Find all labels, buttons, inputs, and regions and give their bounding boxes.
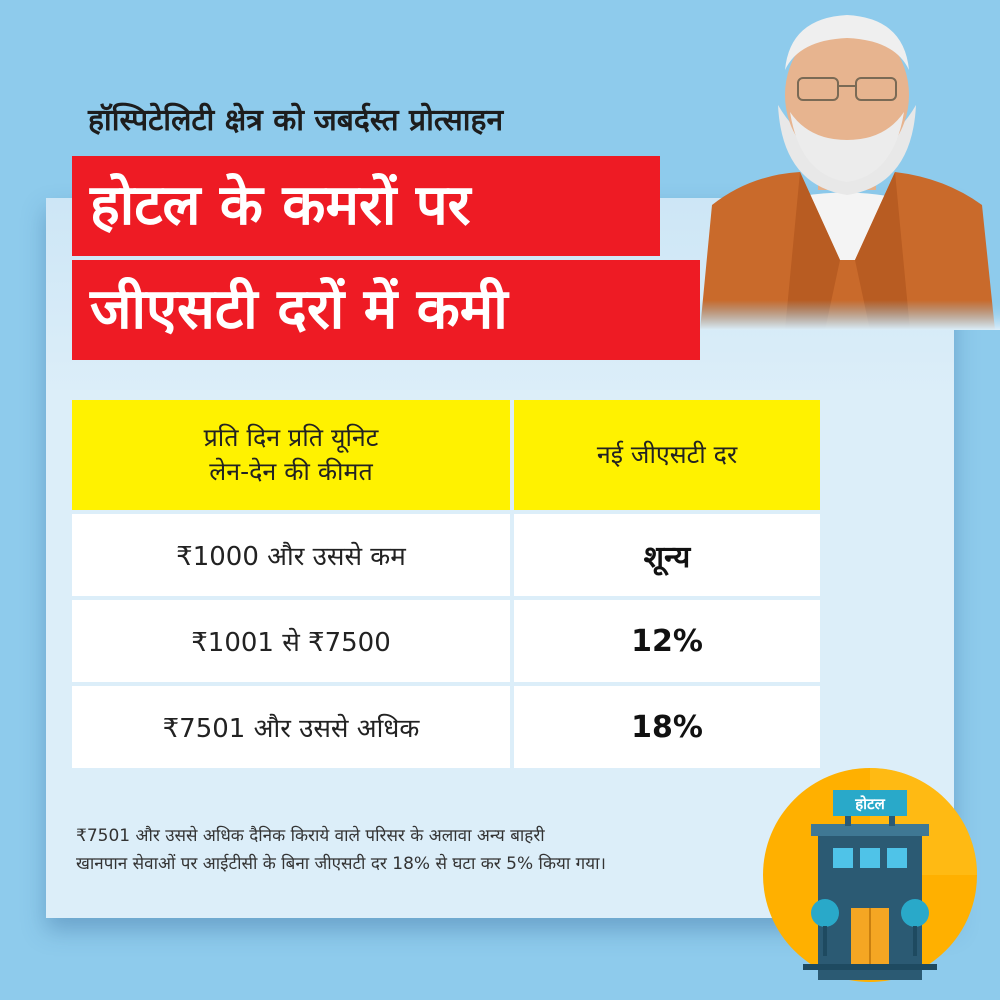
row-price: ₹1000 और उससे कम	[72, 514, 510, 596]
hotel-sign-text: होटल	[854, 795, 885, 813]
row-price: ₹7501 और उससे अधिक	[72, 686, 510, 768]
table-row: ₹1001 से ₹7500 12%	[72, 600, 820, 682]
footnote-line-2: खानपान सेवाओं पर आईटीसी के बिना जीएसटी द…	[76, 854, 606, 874]
subtitle: हॉस्पिटेलिटी क्षेत्र को जबर्दस्त प्रोत्स…	[88, 103, 504, 138]
headline-line-2: जीएसटी दरों में कमी	[72, 260, 700, 360]
row-rate: 18%	[514, 686, 820, 768]
header-price-line-2: लेन-देन की कीमत	[209, 457, 373, 486]
table-row: ₹7501 और उससे अधिक 18%	[72, 686, 820, 768]
headline-line-1: होटल के कमरों पर	[72, 156, 660, 256]
hotel-building-icon: होटल	[763, 768, 977, 982]
header-price: प्रति दिन प्रति यूनिट लेन-देन की कीमत	[72, 400, 510, 510]
footnote: ₹7501 और उससे अधिक दैनिक किराये वाले परि…	[76, 822, 766, 878]
row-rate: शून्य	[514, 514, 820, 596]
header-price-line-1: प्रति दिन प्रति यूनिट	[203, 423, 379, 452]
row-rate: 12%	[514, 600, 820, 682]
table-row: ₹1000 और उससे कम शून्य	[72, 514, 820, 596]
row-price: ₹1001 से ₹7500	[72, 600, 510, 682]
person-photo	[690, 0, 1000, 330]
table-header-row: प्रति दिन प्रति यूनिट लेन-देन की कीमत नई…	[72, 400, 820, 510]
footnote-line-1: ₹7501 और उससे अधिक दैनिक किराये वाले परि…	[76, 826, 545, 846]
header-rate: नई जीएसटी दर	[514, 400, 820, 510]
